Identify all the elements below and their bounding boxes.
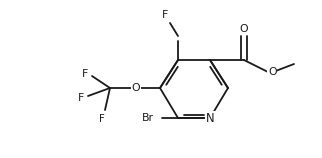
- Text: F: F: [82, 69, 88, 79]
- Text: F: F: [99, 114, 105, 124]
- Text: N: N: [206, 112, 214, 125]
- Text: F: F: [162, 10, 168, 20]
- Text: F: F: [78, 93, 84, 103]
- Text: O: O: [132, 83, 140, 93]
- Text: Br: Br: [142, 113, 154, 123]
- Text: O: O: [268, 67, 277, 77]
- Text: O: O: [240, 24, 248, 34]
